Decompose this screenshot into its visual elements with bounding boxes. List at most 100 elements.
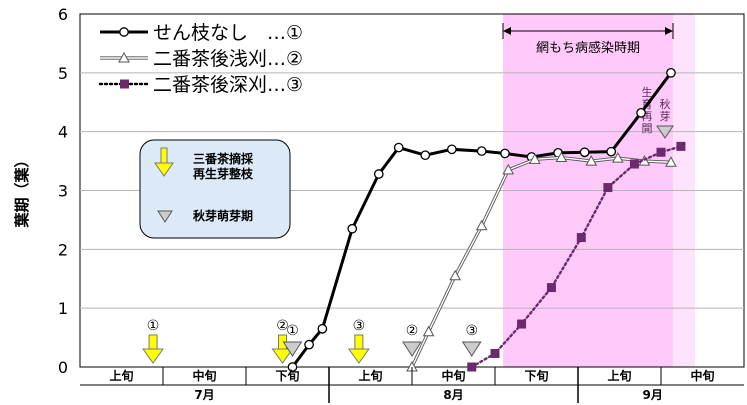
data-point: [656, 147, 666, 157]
data-point: [606, 146, 617, 157]
data-point: [636, 107, 646, 118]
legend-box-item1-line2: 再生芽整枝: [193, 166, 254, 181]
event-markers: ① ② ③① ② ③: [142, 318, 482, 364]
data-point: [629, 159, 639, 169]
infection-period-label: 網もち病感染時期: [536, 40, 640, 56]
data-point: [585, 155, 598, 166]
gray-triangle-icon: [157, 210, 173, 223]
svg-text:芽: 芽: [660, 109, 671, 123]
triangle-marker-label: ①: [286, 323, 299, 339]
data-point: [347, 223, 358, 234]
x-month-label: 7月: [194, 388, 214, 402]
data-point: [446, 144, 457, 155]
data-point: [603, 183, 613, 193]
legend-label: 二番茶後浅刈…②: [153, 48, 303, 70]
svg-text:開: 開: [642, 122, 653, 135]
x-period-label: 中旬: [192, 368, 216, 383]
y-tick-label: 1: [58, 299, 68, 318]
legend-marker: [120, 79, 129, 89]
data-point: [665, 156, 677, 167]
x-period-label: 上旬: [607, 368, 631, 383]
y-tick-label: 0: [58, 358, 68, 377]
gridlines: [80, 72, 744, 309]
legend-label: せん枝なし …①: [153, 22, 303, 44]
data-point: [579, 147, 590, 158]
svg-text:生: 生: [642, 85, 653, 99]
data-point: [528, 153, 541, 164]
x-month-label: 9月: [643, 388, 663, 402]
y-tick-labels: 0 1 2 3 4 5 6: [58, 5, 68, 377]
data-point: [490, 348, 500, 358]
svg-text:秋: 秋: [660, 97, 671, 111]
yellow-arrow-icon: [154, 147, 174, 177]
series-3: [467, 141, 686, 372]
data-point: [676, 141, 686, 151]
yellow-arrow-marker: ③: [347, 318, 370, 364]
autumn-bud-triangle-icon: [656, 125, 674, 139]
gray-triangle-marker: ③: [461, 323, 482, 357]
data-point: [576, 233, 586, 243]
y-tick-label: 5: [58, 64, 68, 83]
svg-text:再: 再: [642, 110, 653, 123]
triangle-marker-label: ③: [465, 323, 478, 339]
series-legend: せん枝なし …① 二番茶後浅刈…② 二番茶後深刈…③: [98, 22, 303, 96]
gray-triangle-icon: [461, 341, 482, 357]
legend-label: 二番茶後深刈…③: [153, 74, 303, 96]
gray-triangle-marker: ②: [402, 323, 422, 357]
yellow-arrow-icon: [148, 334, 158, 350]
triangle-marker-label: ②: [406, 323, 419, 339]
legend-marker: [118, 51, 130, 63]
legend-box-item1-line1: 三番茶摘採: [193, 151, 254, 166]
data-point: [611, 152, 624, 163]
yellow-arrow-icon: [142, 348, 165, 364]
data-point: [422, 325, 435, 337]
series-layer: [287, 67, 686, 372]
data-point: [287, 362, 298, 372]
data-point: [476, 146, 487, 156]
x-period-label: 中旬: [441, 368, 465, 383]
data-point: [373, 169, 384, 179]
y-tick-label: 6: [58, 5, 68, 24]
data-point: [502, 163, 515, 175]
data-point: [449, 269, 462, 281]
x-axis-periods: 上旬 中旬 下旬 上旬 中旬 下旬 上旬 中旬 7月 8月 9月: [80, 367, 744, 403]
y-tick-label: 4: [58, 123, 68, 142]
y-tick-label: 2: [58, 240, 68, 259]
yellow-arrow-icon: [347, 348, 370, 364]
series-line: [291, 71, 673, 368]
data-point: [546, 283, 556, 293]
y-tick-label: 3: [58, 182, 68, 201]
marker-legend-box: 三番茶摘採 再生芽整枝 秋芽萌芽期: [139, 139, 291, 239]
yellow-arrow-icon: [271, 348, 294, 364]
gray-triangle-icon: [282, 341, 303, 357]
arrow-marker-label: ③: [353, 318, 366, 334]
data-point: [393, 142, 404, 153]
data-point: [317, 323, 328, 334]
data-point: [500, 148, 510, 159]
data-point: [517, 319, 527, 329]
data-point: [467, 362, 477, 372]
x-period-label: 中旬: [690, 368, 714, 383]
data-point: [475, 219, 488, 231]
gray-triangle-marker: ①: [282, 323, 303, 357]
yellow-arrow-marker: ②: [271, 318, 294, 364]
legend-box-item2: 秋芽萌芽期: [193, 208, 253, 223]
x-period-label: 下旬: [275, 368, 299, 383]
x-month-label: 8月: [443, 388, 463, 402]
arrow-marker-label: ①: [147, 318, 160, 334]
data-point: [304, 339, 314, 350]
series-2: [406, 151, 677, 372]
data-point: [666, 67, 676, 78]
y-axis-label: 葉期（葉）: [13, 152, 31, 228]
series-1: [287, 67, 676, 372]
yellow-arrow-marker: ①: [142, 318, 165, 364]
x-period-label: 下旬: [524, 368, 548, 383]
gray-triangle-icon: [402, 341, 422, 357]
arrow-marker-label: ②: [276, 318, 289, 334]
legend-marker: [119, 27, 129, 37]
yellow-arrow-icon: [354, 334, 364, 350]
x-period-label: 上旬: [109, 368, 133, 383]
data-point: [420, 150, 431, 161]
data-point: [555, 151, 568, 163]
